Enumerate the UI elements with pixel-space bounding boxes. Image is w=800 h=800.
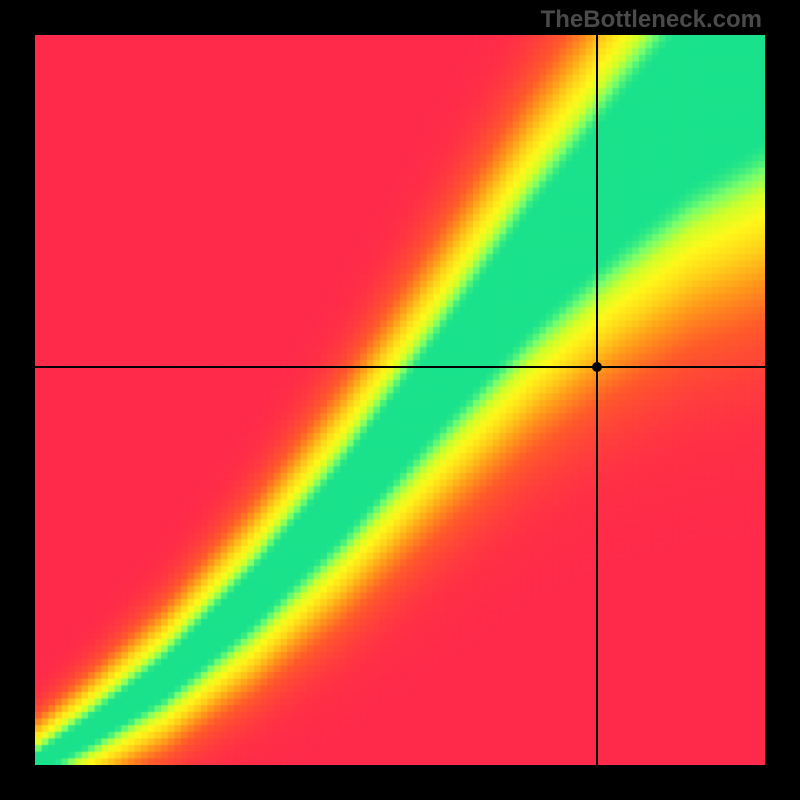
chart-frame: TheBottleneck.com <box>0 0 800 800</box>
crosshair-vertical <box>596 35 598 765</box>
watermark-text: TheBottleneck.com <box>541 6 762 34</box>
crosshair-horizontal <box>35 366 765 368</box>
heatmap-canvas <box>35 35 765 765</box>
